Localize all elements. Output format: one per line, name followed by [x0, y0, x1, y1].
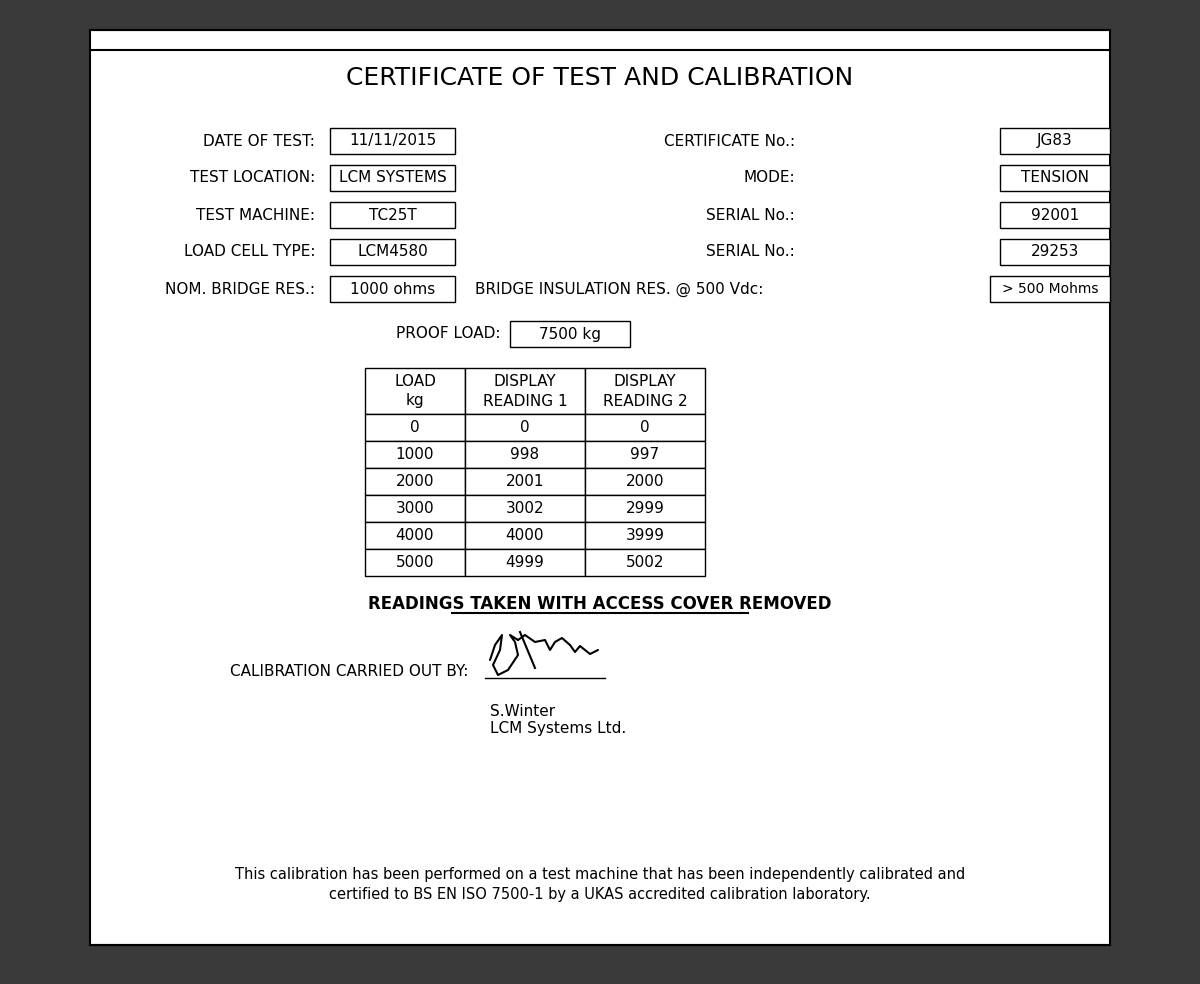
Text: 0: 0 — [640, 420, 650, 435]
FancyBboxPatch shape — [365, 368, 466, 414]
Text: 5000: 5000 — [396, 555, 434, 570]
Text: 1000: 1000 — [396, 447, 434, 462]
Text: JG83: JG83 — [1037, 134, 1073, 149]
Text: NOM. BRIDGE RES.:: NOM. BRIDGE RES.: — [166, 281, 314, 296]
Text: 2000: 2000 — [396, 474, 434, 489]
FancyBboxPatch shape — [510, 321, 630, 347]
Text: 29253: 29253 — [1031, 244, 1079, 260]
FancyBboxPatch shape — [466, 468, 586, 495]
FancyBboxPatch shape — [330, 165, 455, 191]
FancyBboxPatch shape — [365, 414, 466, 441]
Text: CERTIFICATE No.:: CERTIFICATE No.: — [664, 134, 796, 149]
Text: 11/11/2015: 11/11/2015 — [349, 134, 436, 149]
Text: MODE:: MODE: — [743, 170, 796, 186]
Text: READING 2: READING 2 — [602, 394, 688, 408]
Text: LOAD CELL TYPE:: LOAD CELL TYPE: — [184, 244, 314, 260]
FancyBboxPatch shape — [990, 276, 1110, 302]
Text: 4000: 4000 — [396, 528, 434, 543]
FancyBboxPatch shape — [466, 441, 586, 468]
FancyBboxPatch shape — [466, 368, 586, 414]
FancyBboxPatch shape — [365, 468, 466, 495]
Text: 3999: 3999 — [625, 528, 665, 543]
Text: 0: 0 — [410, 420, 420, 435]
FancyBboxPatch shape — [330, 128, 455, 154]
FancyBboxPatch shape — [365, 495, 466, 522]
Text: LOAD: LOAD — [394, 374, 436, 389]
Text: 2001: 2001 — [505, 474, 545, 489]
Text: SERIAL No.:: SERIAL No.: — [707, 208, 796, 222]
Text: SERIAL No.:: SERIAL No.: — [707, 244, 796, 260]
Text: 1000 ohms: 1000 ohms — [350, 281, 436, 296]
FancyBboxPatch shape — [466, 495, 586, 522]
Text: DISPLAY: DISPLAY — [613, 374, 677, 389]
FancyBboxPatch shape — [586, 549, 706, 576]
FancyBboxPatch shape — [466, 414, 586, 441]
FancyBboxPatch shape — [330, 239, 455, 265]
FancyBboxPatch shape — [466, 522, 586, 549]
Text: 997: 997 — [630, 447, 660, 462]
FancyBboxPatch shape — [90, 30, 1110, 945]
Text: 2999: 2999 — [625, 501, 665, 516]
Text: 4999: 4999 — [505, 555, 545, 570]
Text: S.Winter: S.Winter — [490, 705, 556, 719]
Text: 4000: 4000 — [505, 528, 545, 543]
FancyBboxPatch shape — [586, 414, 706, 441]
Text: This calibration has been performed on a test machine that has been independentl: This calibration has been performed on a… — [235, 868, 965, 883]
Text: 7500 kg: 7500 kg — [539, 327, 601, 341]
Text: TENSION: TENSION — [1021, 170, 1090, 186]
FancyBboxPatch shape — [365, 522, 466, 549]
Text: 92001: 92001 — [1031, 208, 1079, 222]
FancyBboxPatch shape — [1000, 202, 1110, 228]
Text: 3000: 3000 — [396, 501, 434, 516]
FancyBboxPatch shape — [586, 468, 706, 495]
Text: 998: 998 — [510, 447, 540, 462]
FancyBboxPatch shape — [330, 202, 455, 228]
Text: CALIBRATION CARRIED OUT BY:: CALIBRATION CARRIED OUT BY: — [230, 664, 468, 680]
Text: CERTIFICATE OF TEST AND CALIBRATION: CERTIFICATE OF TEST AND CALIBRATION — [347, 66, 853, 90]
FancyBboxPatch shape — [586, 522, 706, 549]
Text: 3002: 3002 — [505, 501, 545, 516]
FancyBboxPatch shape — [365, 441, 466, 468]
FancyBboxPatch shape — [1000, 239, 1110, 265]
Text: LCM Systems Ltd.: LCM Systems Ltd. — [490, 721, 626, 736]
Text: READING 1: READING 1 — [482, 394, 568, 408]
FancyBboxPatch shape — [1000, 128, 1110, 154]
Text: PROOF LOAD:: PROOF LOAD: — [396, 327, 500, 341]
Text: DISPLAY: DISPLAY — [493, 374, 557, 389]
FancyBboxPatch shape — [365, 549, 466, 576]
FancyBboxPatch shape — [466, 549, 586, 576]
FancyBboxPatch shape — [586, 495, 706, 522]
FancyBboxPatch shape — [330, 276, 455, 302]
Text: certified to BS EN ISO 7500-1 by a UKAS accredited calibration laboratory.: certified to BS EN ISO 7500-1 by a UKAS … — [329, 888, 871, 902]
Text: LCM SYSTEMS: LCM SYSTEMS — [338, 170, 446, 186]
Text: TEST MACHINE:: TEST MACHINE: — [196, 208, 314, 222]
Text: TC25T: TC25T — [368, 208, 416, 222]
FancyBboxPatch shape — [586, 368, 706, 414]
FancyBboxPatch shape — [586, 441, 706, 468]
Text: > 500 Mohms: > 500 Mohms — [1002, 282, 1098, 296]
Text: DATE OF TEST:: DATE OF TEST: — [203, 134, 314, 149]
Text: 5002: 5002 — [625, 555, 665, 570]
FancyBboxPatch shape — [1000, 165, 1110, 191]
Text: TEST LOCATION:: TEST LOCATION: — [190, 170, 314, 186]
Text: READINGS TAKEN WITH ACCESS COVER REMOVED: READINGS TAKEN WITH ACCESS COVER REMOVED — [368, 595, 832, 613]
Text: BRIDGE INSULATION RES. @ 500 Vdc:: BRIDGE INSULATION RES. @ 500 Vdc: — [475, 281, 763, 296]
Text: 0: 0 — [520, 420, 530, 435]
Text: 2000: 2000 — [625, 474, 665, 489]
Text: kg: kg — [406, 394, 425, 408]
Text: LCM4580: LCM4580 — [358, 244, 428, 260]
